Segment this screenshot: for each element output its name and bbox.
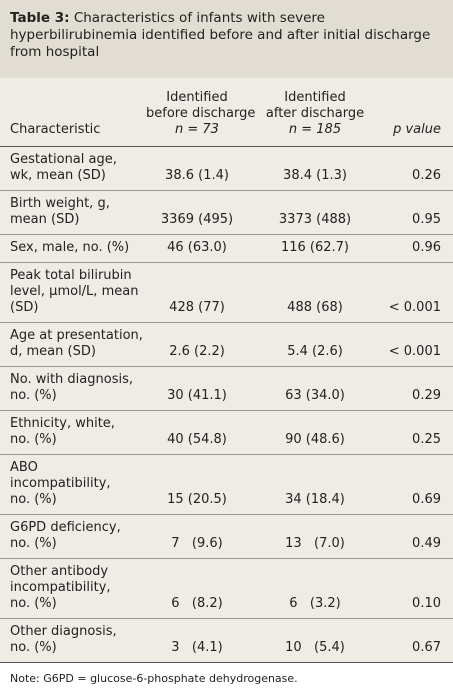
characteristic-cell: Peak total bilirubin level, µmol/L, mean(… [0, 262, 139, 323]
header-line: Identified [166, 90, 228, 105]
before-cell: 15 (20.5) [136, 454, 254, 515]
before-cell: 428 (77) [136, 262, 254, 323]
p-value-cell: < 0.001 [372, 262, 453, 323]
characteristic-cell: Sex, male, no. (%) [0, 234, 136, 263]
characteristic-line: Peak total bilirubin [10, 268, 132, 283]
p-value-cell: 0.69 [372, 454, 453, 515]
header-cell: Characteristic [10, 122, 101, 137]
characteristic-line: no. (%) [10, 536, 57, 551]
characteristic-line: ABO [10, 460, 38, 475]
table-row: Age at presentation, d, mean (SD) 2.6 (2.2… [0, 322, 453, 367]
table-row: No. with diagnosis, no. (%) 30 (41.1) 63 (3… [0, 366, 453, 411]
characteristic-cell: Other diagnosis, no. (%) [0, 618, 136, 662]
characteristic-cell: Birth weight, g, mean (SD) [0, 190, 136, 235]
after-cell: 13 (7.0) [254, 514, 372, 559]
table-row: Peak total bilirubin level, µmol/L, mean(… [0, 262, 453, 323]
characteristic-line: Sex, male, no. (%) [10, 240, 130, 255]
header-cell: p value [372, 78, 453, 147]
characteristic-line: level, µmol/L, mean [10, 284, 139, 299]
table-row: Birth weight, g, mean (SD) 3369 (495) 3373 … [0, 190, 453, 235]
p-value-cell: 0.26 [372, 146, 453, 191]
after-cell: 6 (3.2) [254, 558, 372, 619]
caption-text: Characteristics of infants with severe h… [10, 10, 431, 60]
characteristic-line: no. (%) [10, 596, 57, 611]
table-row: Sex, male, no. (%) 46 (63.0) 116 (62.7) 0.9… [0, 234, 453, 263]
after-cell: 116 (62.7) [254, 234, 372, 263]
p-value-cell: 0.10 [372, 558, 453, 619]
characteristic-line: Gestational age, [10, 152, 117, 167]
characteristic-line: no. (%) [10, 432, 57, 447]
header-line: after discharge [265, 106, 365, 121]
table-row: Other antibody incompatibility, no. (%) 6 (… [0, 558, 453, 619]
after-cell: 10 (5.4) [254, 618, 372, 662]
header-n: n = 185 [288, 122, 342, 137]
after-cell: 5.4 (2.6) [254, 322, 372, 367]
header-line: before discharge [146, 106, 256, 121]
table: Characteristic Identified before discharg… [0, 78, 453, 662]
characteristic-line: mean (SD) [10, 212, 80, 227]
table-row: Ethnicity, white, no. (%) 40 (54.8) 90 (48.… [0, 410, 453, 455]
characteristic-line: Other diagnosis, [10, 624, 117, 639]
before-cell: 38.6 (1.4) [136, 146, 254, 191]
after-cell: 38.4 (1.3) [254, 146, 372, 191]
table-row: Other diagnosis, no. (%) 3 (4.1) 10 (5.4) 0.… [0, 618, 453, 662]
table-row: Gestational age, wk, mean (SD) 38.6 (1.4) 3… [0, 146, 453, 191]
characteristic-line: Ethnicity, white, [10, 416, 115, 431]
characteristic-cell: ABO incompatibility, no. (%) [0, 454, 136, 515]
after-cell: 34 (18.4) [254, 454, 372, 515]
note: Note: G6PD = glucose-6-phosphate dehydro… [0, 662, 453, 694]
p-value-cell: 0.95 [372, 190, 453, 235]
before-cell: 7 (9.6) [136, 514, 254, 559]
p-value-cell: 0.49 [372, 514, 453, 559]
characteristic-line: (SD) [10, 300, 39, 315]
characteristic-line: incompatibility, [10, 580, 111, 595]
characteristic-line: G6PD deficiency, [10, 520, 121, 535]
characteristic-line: no. (%) [10, 492, 57, 507]
p-value-cell: 0.25 [372, 410, 453, 455]
characteristic-line: d, mean (SD) [10, 344, 96, 359]
characteristic-line: no. (%) [10, 640, 57, 655]
before-cell: 6 (8.2) [136, 558, 254, 619]
header-cell: Identified before discharge n = 73 [136, 78, 256, 147]
after-cell: 63 (34.0) [254, 366, 372, 411]
header-row: Characteristic Identified before discharg… [0, 78, 453, 147]
characteristic-cell: No. with diagnosis, no. (%) [0, 366, 136, 411]
header-line: Identified [284, 90, 346, 105]
characteristic-cell: Ethnicity, white, no. (%) [0, 410, 136, 455]
after-cell: 3373 (488) [254, 190, 372, 235]
characteristic-line: Age at presentation, [10, 328, 143, 343]
table-row: G6PD deficiency, no. (%) 7 (9.6) 13 (7.0) 0.… [0, 514, 453, 559]
before-cell: 40 (54.8) [136, 410, 254, 455]
header-cell: Identified after discharge n = 185 [254, 78, 372, 147]
p-value-cell: < 0.001 [372, 322, 453, 367]
p-value-cell: 0.29 [372, 366, 453, 411]
before-cell: 3369 (495) [136, 190, 254, 235]
characteristic-cell: Gestational age, wk, mean (SD) [0, 146, 136, 191]
table-body: Gestational age, wk, mean (SD) 38.6 (1.4) 3… [0, 146, 453, 662]
before-cell: 30 (41.1) [136, 366, 254, 411]
header-n: n = 73 [175, 122, 219, 137]
characteristic-line: No. with diagnosis, [10, 372, 133, 387]
characteristic-cell: Other antibody incompatibility, no. (%) [0, 558, 136, 619]
before-cell: 2.6 (2.2) [136, 322, 254, 367]
caption: Table 3: Characteristics of infants with… [0, 0, 453, 78]
p-value-cell: 0.67 [372, 618, 453, 662]
after-cell: 488 (68) [254, 262, 372, 323]
characteristic-line: no. (%) [10, 388, 57, 403]
table-row: ABO incompatibility, no. (%) 15 (20.5) 34 (1… [0, 454, 453, 515]
before-cell: 46 (63.0) [136, 234, 254, 263]
after-cell: 90 (48.6) [254, 410, 372, 455]
characteristic-cell: G6PD deficiency, no. (%) [0, 514, 136, 559]
characteristic-line: Birth weight, g, [10, 196, 110, 211]
before-cell: 3 (4.1) [136, 618, 254, 662]
header-p: p value [393, 122, 441, 137]
caption-label: Table 3: [10, 10, 70, 26]
characteristic-line: Other antibody [10, 564, 109, 579]
characteristic-cell: Age at presentation, d, mean (SD) [0, 322, 143, 367]
characteristic-line: incompatibility, [10, 476, 111, 491]
characteristic-line: wk, mean (SD) [10, 168, 106, 183]
p-value-cell: 0.96 [372, 234, 453, 263]
